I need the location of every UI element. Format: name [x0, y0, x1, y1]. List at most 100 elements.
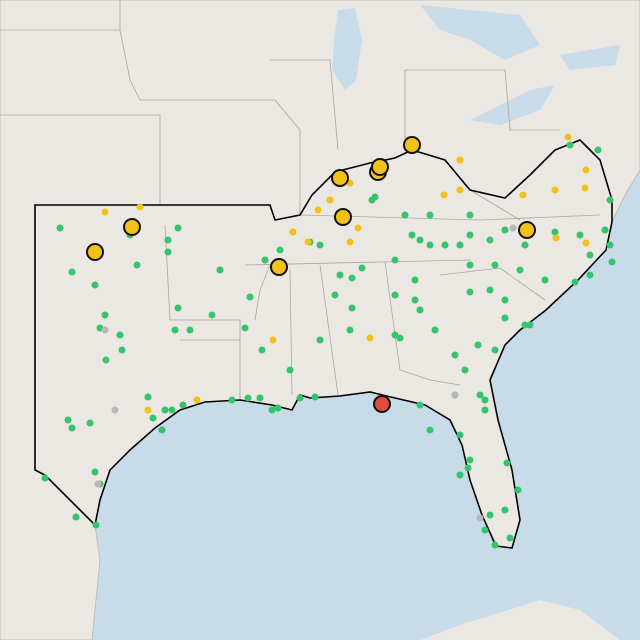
- station-marker[interactable]: [416, 236, 424, 244]
- station-marker[interactable]: [431, 326, 439, 334]
- station-marker[interactable]: [486, 236, 494, 244]
- station-marker[interactable]: [606, 241, 614, 249]
- station-marker[interactable]: [521, 321, 529, 329]
- station-marker[interactable]: [244, 394, 252, 402]
- station-marker[interactable]: [41, 474, 49, 482]
- station-marker[interactable]: [416, 401, 424, 409]
- station-marker[interactable]: [101, 311, 109, 319]
- highlight-marker[interactable]: [518, 221, 536, 239]
- station-marker[interactable]: [256, 394, 264, 402]
- station-marker[interactable]: [581, 184, 589, 192]
- station-marker[interactable]: [474, 341, 482, 349]
- station-marker[interactable]: [316, 336, 324, 344]
- station-marker[interactable]: [246, 293, 254, 301]
- station-marker[interactable]: [171, 326, 179, 334]
- station-marker[interactable]: [566, 141, 574, 149]
- station-marker[interactable]: [519, 191, 527, 199]
- station-marker[interactable]: [164, 248, 172, 256]
- station-marker[interactable]: [258, 346, 266, 354]
- station-marker[interactable]: [576, 231, 584, 239]
- station-marker[interactable]: [174, 304, 182, 312]
- station-marker[interactable]: [552, 234, 560, 242]
- station-marker[interactable]: [551, 228, 559, 236]
- station-marker[interactable]: [276, 246, 284, 254]
- station-marker[interactable]: [501, 226, 509, 234]
- station-marker[interactable]: [501, 314, 509, 322]
- station-marker[interactable]: [582, 166, 590, 174]
- station-marker[interactable]: [144, 406, 152, 414]
- station-marker[interactable]: [358, 264, 366, 272]
- station-marker[interactable]: [456, 471, 464, 479]
- station-marker[interactable]: [118, 346, 126, 354]
- station-marker[interactable]: [451, 351, 459, 359]
- station-marker[interactable]: [526, 321, 534, 329]
- station-marker[interactable]: [486, 286, 494, 294]
- station-marker[interactable]: [514, 486, 522, 494]
- station-marker[interactable]: [466, 456, 474, 464]
- station-marker[interactable]: [164, 236, 172, 244]
- station-marker[interactable]: [56, 224, 64, 232]
- station-marker[interactable]: [466, 288, 474, 296]
- station-marker[interactable]: [101, 208, 109, 216]
- station-marker[interactable]: [241, 324, 249, 332]
- station-marker[interactable]: [411, 276, 419, 284]
- station-marker[interactable]: [179, 401, 187, 409]
- station-marker[interactable]: [348, 274, 356, 282]
- station-marker[interactable]: [391, 256, 399, 264]
- station-marker[interactable]: [68, 424, 76, 432]
- station-marker[interactable]: [491, 261, 499, 269]
- station-marker[interactable]: [269, 336, 277, 344]
- station-marker[interactable]: [336, 271, 344, 279]
- highlight-marker[interactable]: [270, 258, 288, 276]
- station-marker[interactable]: [94, 480, 102, 488]
- station-marker[interactable]: [466, 261, 474, 269]
- station-marker[interactable]: [86, 419, 94, 427]
- station-marker[interactable]: [411, 296, 419, 304]
- station-marker[interactable]: [506, 534, 514, 542]
- station-marker[interactable]: [91, 468, 99, 476]
- station-marker[interactable]: [289, 228, 297, 236]
- station-marker[interactable]: [314, 206, 322, 214]
- alert-marker[interactable]: [373, 395, 391, 413]
- station-marker[interactable]: [456, 156, 464, 164]
- station-marker[interactable]: [426, 241, 434, 249]
- station-marker[interactable]: [501, 296, 509, 304]
- station-marker[interactable]: [461, 366, 469, 374]
- station-marker[interactable]: [503, 459, 511, 467]
- station-marker[interactable]: [366, 334, 374, 342]
- station-marker[interactable]: [466, 231, 474, 239]
- station-marker[interactable]: [466, 211, 474, 219]
- station-marker[interactable]: [102, 356, 110, 364]
- station-marker[interactable]: [401, 211, 409, 219]
- station-marker[interactable]: [441, 241, 449, 249]
- station-marker[interactable]: [161, 406, 169, 414]
- station-marker[interactable]: [606, 196, 614, 204]
- station-marker[interactable]: [586, 271, 594, 279]
- station-marker[interactable]: [208, 311, 216, 319]
- station-marker[interactable]: [486, 511, 494, 519]
- station-marker[interactable]: [516, 266, 524, 274]
- station-marker[interactable]: [268, 406, 276, 414]
- station-marker[interactable]: [193, 396, 201, 404]
- station-marker[interactable]: [261, 256, 269, 264]
- station-marker[interactable]: [481, 526, 489, 534]
- station-marker[interactable]: [608, 258, 616, 266]
- station-marker[interactable]: [481, 406, 489, 414]
- station-marker[interactable]: [464, 464, 472, 472]
- station-marker[interactable]: [481, 396, 489, 404]
- station-marker[interactable]: [426, 211, 434, 219]
- station-marker[interactable]: [408, 231, 416, 239]
- station-marker[interactable]: [491, 541, 499, 549]
- station-marker[interactable]: [136, 203, 144, 211]
- station-marker[interactable]: [346, 238, 354, 246]
- station-marker[interactable]: [274, 404, 282, 412]
- station-marker[interactable]: [456, 431, 464, 439]
- station-marker[interactable]: [101, 326, 109, 334]
- station-marker[interactable]: [149, 414, 157, 422]
- highlight-marker[interactable]: [86, 243, 104, 261]
- station-marker[interactable]: [416, 306, 424, 314]
- station-marker[interactable]: [456, 241, 464, 249]
- highlight-marker[interactable]: [334, 208, 352, 226]
- station-marker[interactable]: [228, 396, 236, 404]
- station-marker[interactable]: [476, 514, 484, 522]
